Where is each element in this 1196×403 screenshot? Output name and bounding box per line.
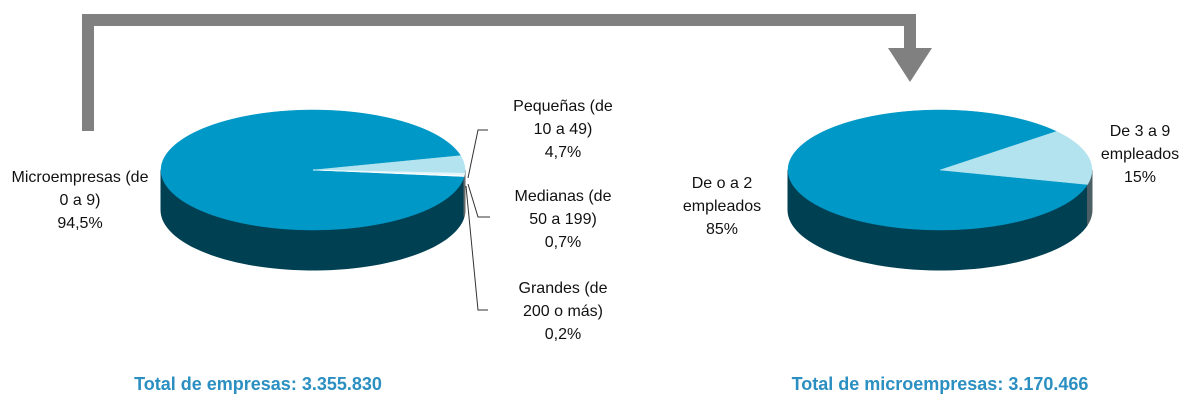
- slice-label: Microempresas (de 0 a 9) 94,5%: [5, 166, 155, 235]
- pie-slice: [312, 169, 465, 177]
- category-label: De 3 a 9 empleados: [1100, 123, 1180, 163]
- pie-slice: [160, 109, 465, 231]
- arrow-head: [888, 48, 932, 82]
- pie-slice: [787, 109, 1088, 231]
- leader-line: [467, 129, 488, 179]
- chart-title: Total de microempresas: 3.170.466: [791, 374, 1089, 394]
- value-label: 0,7%: [544, 234, 582, 251]
- pie-slice: [312, 155, 466, 174]
- category-label: De o a 2 empleados: [682, 175, 762, 215]
- slice-label: Medianas (de 50 a 199) 0,7%: [506, 185, 621, 254]
- chart-title: Total de empresas: 3.355.830: [134, 374, 382, 394]
- value-label: 15%: [1123, 169, 1157, 186]
- pie-slice: [939, 131, 1093, 185]
- flow-arrow: [82, 14, 916, 131]
- slice-label: Pequeñas (de 10 a 49) 4,7%: [506, 95, 621, 164]
- category-label: Grandes (de 200 o más): [518, 280, 608, 320]
- value-label: 0,2%: [544, 326, 582, 343]
- value-label: 4,7%: [544, 144, 582, 161]
- slice-label: Grandes (de 200 o más) 0,2%: [503, 277, 623, 346]
- category-label: Microempresas (de 0 a 9): [11, 169, 149, 209]
- slice-label: De 3 a 9 empleados 15%: [1090, 120, 1190, 189]
- leader-line: [467, 183, 490, 218]
- category-label: Medianas (de 50 a 199): [514, 188, 612, 228]
- value-label: 85%: [705, 221, 739, 238]
- slice-label: De o a 2 empleados 85%: [672, 172, 772, 241]
- category-label: Pequeñas (de 10 a 49): [513, 98, 613, 138]
- leader-line: [465, 185, 488, 311]
- value-label: 94,5%: [57, 215, 103, 232]
